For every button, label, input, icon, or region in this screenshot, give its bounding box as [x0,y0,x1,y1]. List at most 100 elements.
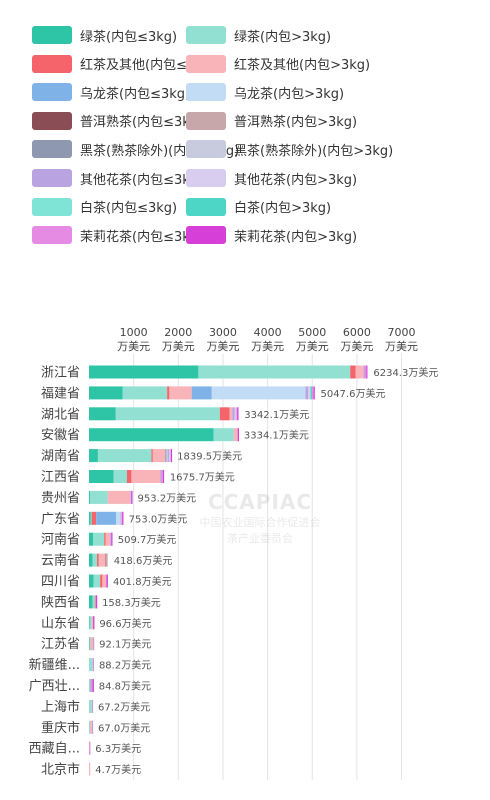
legend-item: 茉莉花茶(内包>3kg) [186,225,357,245]
total-value-label: 3334.1万美元 [244,429,309,442]
category-label: 湖北省 [41,407,80,422]
bar-segment [89,553,93,567]
bar-segment [90,511,92,525]
bar-segment [91,616,94,630]
x-axis-ticks: 1000万美元2000万美元3000万美元4000万美元5000万美元6000万… [117,326,418,353]
x-tick-unit: 万美元 [296,340,329,353]
x-tick-label: 2000 [164,326,192,339]
bar-segment [89,720,92,734]
category-label: 广西壮... [29,679,80,694]
legend-swatch [32,197,72,216]
legend-label: 红茶及其他(内包≤3kg) [80,58,217,74]
legend-swatch [186,226,226,245]
bar-segment [122,386,168,400]
bar-segment [152,449,166,463]
x-tick-unit: 万美元 [385,340,418,353]
legend-label: 乌龙茶(内包≤3kg) [80,86,191,102]
bar-segment [111,532,113,546]
legend-label: 其他花茶(内包>3kg) [234,172,358,188]
total-value-label: 3342.1万美元 [244,408,309,421]
bar-segment [89,699,92,713]
legend-label: 白茶(内包>3kg) [234,201,332,217]
x-tick-label: 7000 [388,326,416,339]
total-value-label: 753.0万美元 [129,512,188,525]
category-label: 江西省 [41,470,80,485]
bar-segment [130,490,132,504]
bar-segment [116,511,121,525]
legend-swatch [32,111,72,130]
bar-segment [310,386,312,400]
bar-segment [102,574,106,588]
category-label: 上海市 [41,699,80,715]
bar-segment [89,428,214,442]
chart-legend: 绿茶(内包≤3kg) 绿茶(内包>3kg) 红茶及其他(内包≤3kg) 红茶及其他(内… [0,0,490,260]
bar-segment [168,449,171,463]
bar-segment [234,407,237,421]
total-value-label: 1839.5万美元 [177,450,242,463]
category-label: 重庆市 [41,720,80,736]
total-value-label: 92.1万美元 [99,638,151,651]
bar-segment [92,679,94,692]
legend-item: 绿茶(内包>3kg) [186,25,331,45]
x-tick-unit: 万美元 [206,340,239,353]
bar-segment [91,720,94,734]
total-value-label: 5047.6万美元 [320,387,385,400]
bar-segment [165,449,167,463]
bar-segment [104,532,106,546]
bars [89,365,368,776]
total-value-labels: 6234.3万美元 5047.6万美元 3342.1万美元 3334.1万美元1839… [95,366,438,776]
x-tick-label: 4000 [254,326,282,339]
legend-item: 红茶及其他(内包≤3kg) [32,54,216,74]
legend-label: 普洱熟茶(内包>3kg) [234,115,358,131]
bar-segment [89,658,93,672]
bar-segment [89,449,98,463]
legend-item: 乌龙茶(内包>3kg) [186,82,344,102]
legend-label: 绿茶(内包≤3kg) [80,29,178,45]
legend-label: 茉莉花茶(内包>3kg) [234,229,358,245]
legend-swatch [186,111,226,130]
bar-segment [310,386,313,400]
bar-segment [113,470,127,483]
legend-swatch [186,54,226,73]
legend-item: 普洱熟茶(内包>3kg) [186,111,357,131]
legend-label: 白茶(内包≤3kg) [80,201,178,217]
legend-item: 黑茶(熟茶除外)(内包>3kg) [186,139,393,159]
legend-swatch [32,26,72,44]
total-value-label: 401.8万美元 [113,575,172,588]
total-value-label: 509.7万美元 [118,533,177,546]
total-value-label: 1675.7万美元 [170,471,235,484]
legend-swatch [32,54,72,73]
bar-segment [89,470,114,483]
total-value-label: 4.7万美元 [95,763,141,776]
legend-label: 茉莉花茶(内包≤3kg) [80,229,204,245]
legend-swatch [186,83,226,102]
bar-segment [96,511,117,525]
bar-segment [98,553,106,567]
bar-segment [89,490,108,504]
bar-segment [92,553,98,567]
bar-segment [89,637,91,651]
bar-segment [89,407,116,421]
x-tick-unit: 万美元 [117,340,150,353]
category-label: 云南省 [41,553,80,569]
bar-segment [313,386,315,400]
legend-label: 红茶及其他(内包>3kg) [234,58,371,74]
bar-segment [89,741,91,755]
bar-segment [92,658,94,672]
legend-item: 茉莉花茶(内包≤3kg) [32,225,203,245]
bar-segment [160,470,162,483]
bar-segment [97,553,99,567]
x-tick-unit: 万美元 [162,340,195,353]
bar-segment [236,407,238,421]
bar-segment [93,637,95,651]
legend-item: 红茶及其他(内包>3kg) [186,54,370,74]
bar-segment [131,470,161,483]
bar-segment [89,532,94,546]
category-label: 安徽省 [41,428,80,443]
bar-segment [364,365,367,379]
total-value-label: 418.6万美元 [114,554,173,567]
category-label: 四川省 [41,575,80,590]
x-tick-label: 5000 [298,326,326,339]
bar-segment [97,449,152,463]
